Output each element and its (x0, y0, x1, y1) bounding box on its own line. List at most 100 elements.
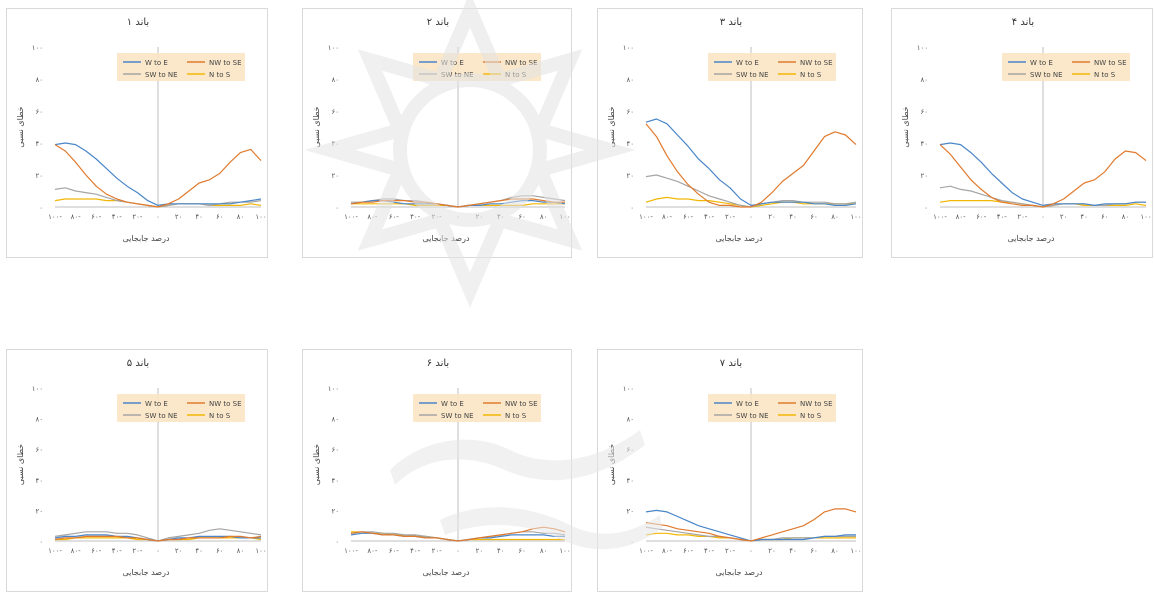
x-tick-label: ۲۰ (476, 547, 484, 555)
x-tick-label: ۸۰ (540, 213, 548, 221)
x-tick-label: ۸۰- (71, 213, 82, 221)
legend-label: NW to SE (1094, 59, 1127, 67)
x-tick-label: ۴۰- (704, 213, 715, 221)
legend-label: W to E (145, 400, 168, 408)
x-tick-label: ۲۰- (132, 213, 143, 221)
y-tick-label: ۱۰۰ (32, 385, 43, 393)
chart-title: باند ۵ (127, 358, 149, 369)
x-tick-label: ۲۰ (175, 213, 183, 221)
y-axis-label: خطای نسبی (901, 106, 910, 147)
y-axis-label: خطای نسبی (607, 106, 616, 147)
y-tick-label: ۸۰ (35, 416, 43, 424)
x-tick-label: ۴۰- (704, 547, 715, 555)
x-tick-label: ۸۰- (662, 547, 673, 555)
chart-title: باند ۲ (427, 17, 449, 28)
y-tick-label: ۱۰۰ (328, 44, 339, 52)
y-tick-label: ۸۰ (35, 76, 43, 84)
y-axis-label: خطای نسبی (16, 106, 25, 147)
y-tick-label: ۰ (924, 204, 928, 212)
x-axis-label: درصد جابجایی (715, 234, 763, 243)
x-tick-label: ۲۰ (476, 213, 484, 221)
y-tick-label: ۲۰ (35, 172, 43, 180)
legend-label: W to E (1030, 59, 1053, 67)
x-tick-label: ۴۰- (997, 213, 1008, 221)
x-tick-label: ۱۰۰ (255, 213, 266, 221)
y-tick-label: ۶۰ (35, 108, 43, 116)
x-tick-label: ۸۰- (367, 213, 378, 221)
y-tick-label: ۱۰۰ (328, 385, 339, 393)
y-axis-label: خطای نسبی (16, 444, 25, 485)
x-tick-label: ۴۰ (789, 547, 797, 555)
series-line (645, 508, 857, 542)
legend-label: N to S (800, 71, 822, 79)
x-tick-label: ۴۰- (410, 547, 421, 555)
x-tick-label: ۲۰- (1017, 213, 1028, 221)
y-tick-label: ۲۰ (626, 507, 634, 515)
y-tick-label: ۲۰ (331, 507, 339, 515)
x-tick-label: ۲۰- (432, 547, 443, 555)
y-tick-label: ۶۰ (626, 108, 634, 116)
y-tick-label: ۰ (335, 204, 339, 212)
legend-label: NW to SE (505, 59, 538, 67)
chart-panel: باند ۴ ۰ ۲۰ ۴۰ ۶۰ ۸۰ ۱۰۰ ۱۰۰- ۸۰- ۶۰- ۴۰- ۲۰- ۰ ۲۰ ۴۰ ۶… (891, 8, 1153, 258)
chart-title: باند ۱ (127, 17, 149, 28)
x-tick-label: ۶۰ (216, 213, 224, 221)
x-tick-label: ۶۰ (518, 213, 526, 221)
x-tick-label: ۱۰۰ (1140, 213, 1151, 221)
legend-label: NW to SE (800, 59, 833, 67)
x-tick-label: ۲۰- (432, 213, 443, 221)
x-tick-label: ۱۰۰- (639, 213, 653, 221)
chart-title: باند ۷ (720, 358, 742, 369)
chart-panel: باند ۵ ۰ ۲۰ ۴۰ ۶۰ ۸۰ ۱۰۰ ۱۰۰- ۸۰- ۶۰- ۴۰- ۲۰- ۰ ۲۰ ۴۰ ۶… (6, 349, 268, 592)
chart-svg: باند ۴ ۰ ۲۰ ۴۰ ۶۰ ۸۰ ۱۰۰ ۱۰۰- ۸۰- ۶۰- ۴۰- ۲۰- ۰ ۲۰ ۴۰ ۶… (901, 17, 1152, 243)
x-tick-label: ۴۰ (195, 213, 203, 221)
legend-label: SW to NE (736, 412, 769, 420)
x-tick-label: ۲۰ (768, 547, 776, 555)
x-tick-label: ۶۰- (389, 213, 400, 221)
legend-label: SW to NE (441, 71, 474, 79)
legend-label: NW to SE (209, 59, 242, 67)
x-tick-label: ۶۰ (518, 547, 526, 555)
x-tick-label: ۴۰- (112, 213, 123, 221)
y-tick-label: ۴۰ (35, 477, 43, 485)
x-tick-label: ۴۰- (410, 213, 421, 221)
chart-svg: باند ۳ ۰ ۲۰ ۴۰ ۶۰ ۸۰ ۱۰۰ ۱۰۰- ۸۰- ۶۰- ۴۰- ۲۰- ۰ ۲۰ ۴۰ ۶… (607, 17, 862, 243)
y-tick-label: ۴۰ (626, 140, 634, 148)
y-tick-label: ۶۰ (331, 446, 339, 454)
legend-label: SW to NE (145, 71, 178, 79)
x-tick-label: ۴۰ (195, 547, 203, 555)
chart-panel: باند ۷ ۰ ۲۰ ۴۰ ۶۰ ۸۰ ۱۰۰ ۱۰۰- ۸۰- ۶۰- ۴۰- ۲۰- ۰ ۲۰ ۴۰ ۶… (597, 349, 863, 592)
x-tick-label: ۶۰ (1101, 213, 1109, 221)
x-tick-label: ۶۰ (810, 213, 818, 221)
chart-title: باند ۶ (427, 358, 449, 369)
y-tick-label: ۰ (630, 538, 634, 546)
y-tick-label: ۸۰ (331, 76, 339, 84)
x-tick-label: ۱۰۰ (850, 547, 861, 555)
x-tick-label: ۰ (156, 213, 160, 221)
legend-box (708, 394, 836, 422)
legend-label: W to E (441, 59, 464, 67)
y-tick-label: ۲۰ (331, 172, 339, 180)
y-axis-label: خطای نسبی (607, 444, 616, 485)
x-tick-label: ۶۰- (683, 213, 694, 221)
y-tick-label: ۰ (39, 204, 43, 212)
series-line (645, 118, 857, 206)
x-tick-label: ۲۰ (1060, 213, 1068, 221)
x-tick-label: ۰ (749, 547, 753, 555)
y-tick-label: ۱۰۰ (32, 44, 43, 52)
x-tick-label: ۱۰۰ (850, 213, 861, 221)
legend-label: N to S (1094, 71, 1116, 79)
chart-svg: باند ۲ ۰ ۲۰ ۴۰ ۶۰ ۸۰ ۱۰۰ ۱۰۰- ۸۰- ۶۰- ۴۰- ۲۰- ۰ ۲۰ ۴۰ ۶… (312, 17, 571, 243)
x-tick-label: ۴۰ (789, 213, 797, 221)
series-line (939, 144, 1147, 208)
x-axis-label: درصد جابجایی (1007, 234, 1055, 243)
x-tick-label: ۱۰۰- (639, 547, 653, 555)
x-tick-label: ۸۰ (237, 213, 245, 221)
y-tick-label: ۶۰ (35, 446, 43, 454)
legend-box (708, 53, 836, 81)
x-tick-label: ۰ (456, 213, 460, 221)
legend-label: W to E (736, 59, 759, 67)
y-tick-label: ۶۰ (626, 446, 634, 454)
legend-box (1002, 53, 1130, 81)
legend-label: N to S (209, 71, 231, 79)
